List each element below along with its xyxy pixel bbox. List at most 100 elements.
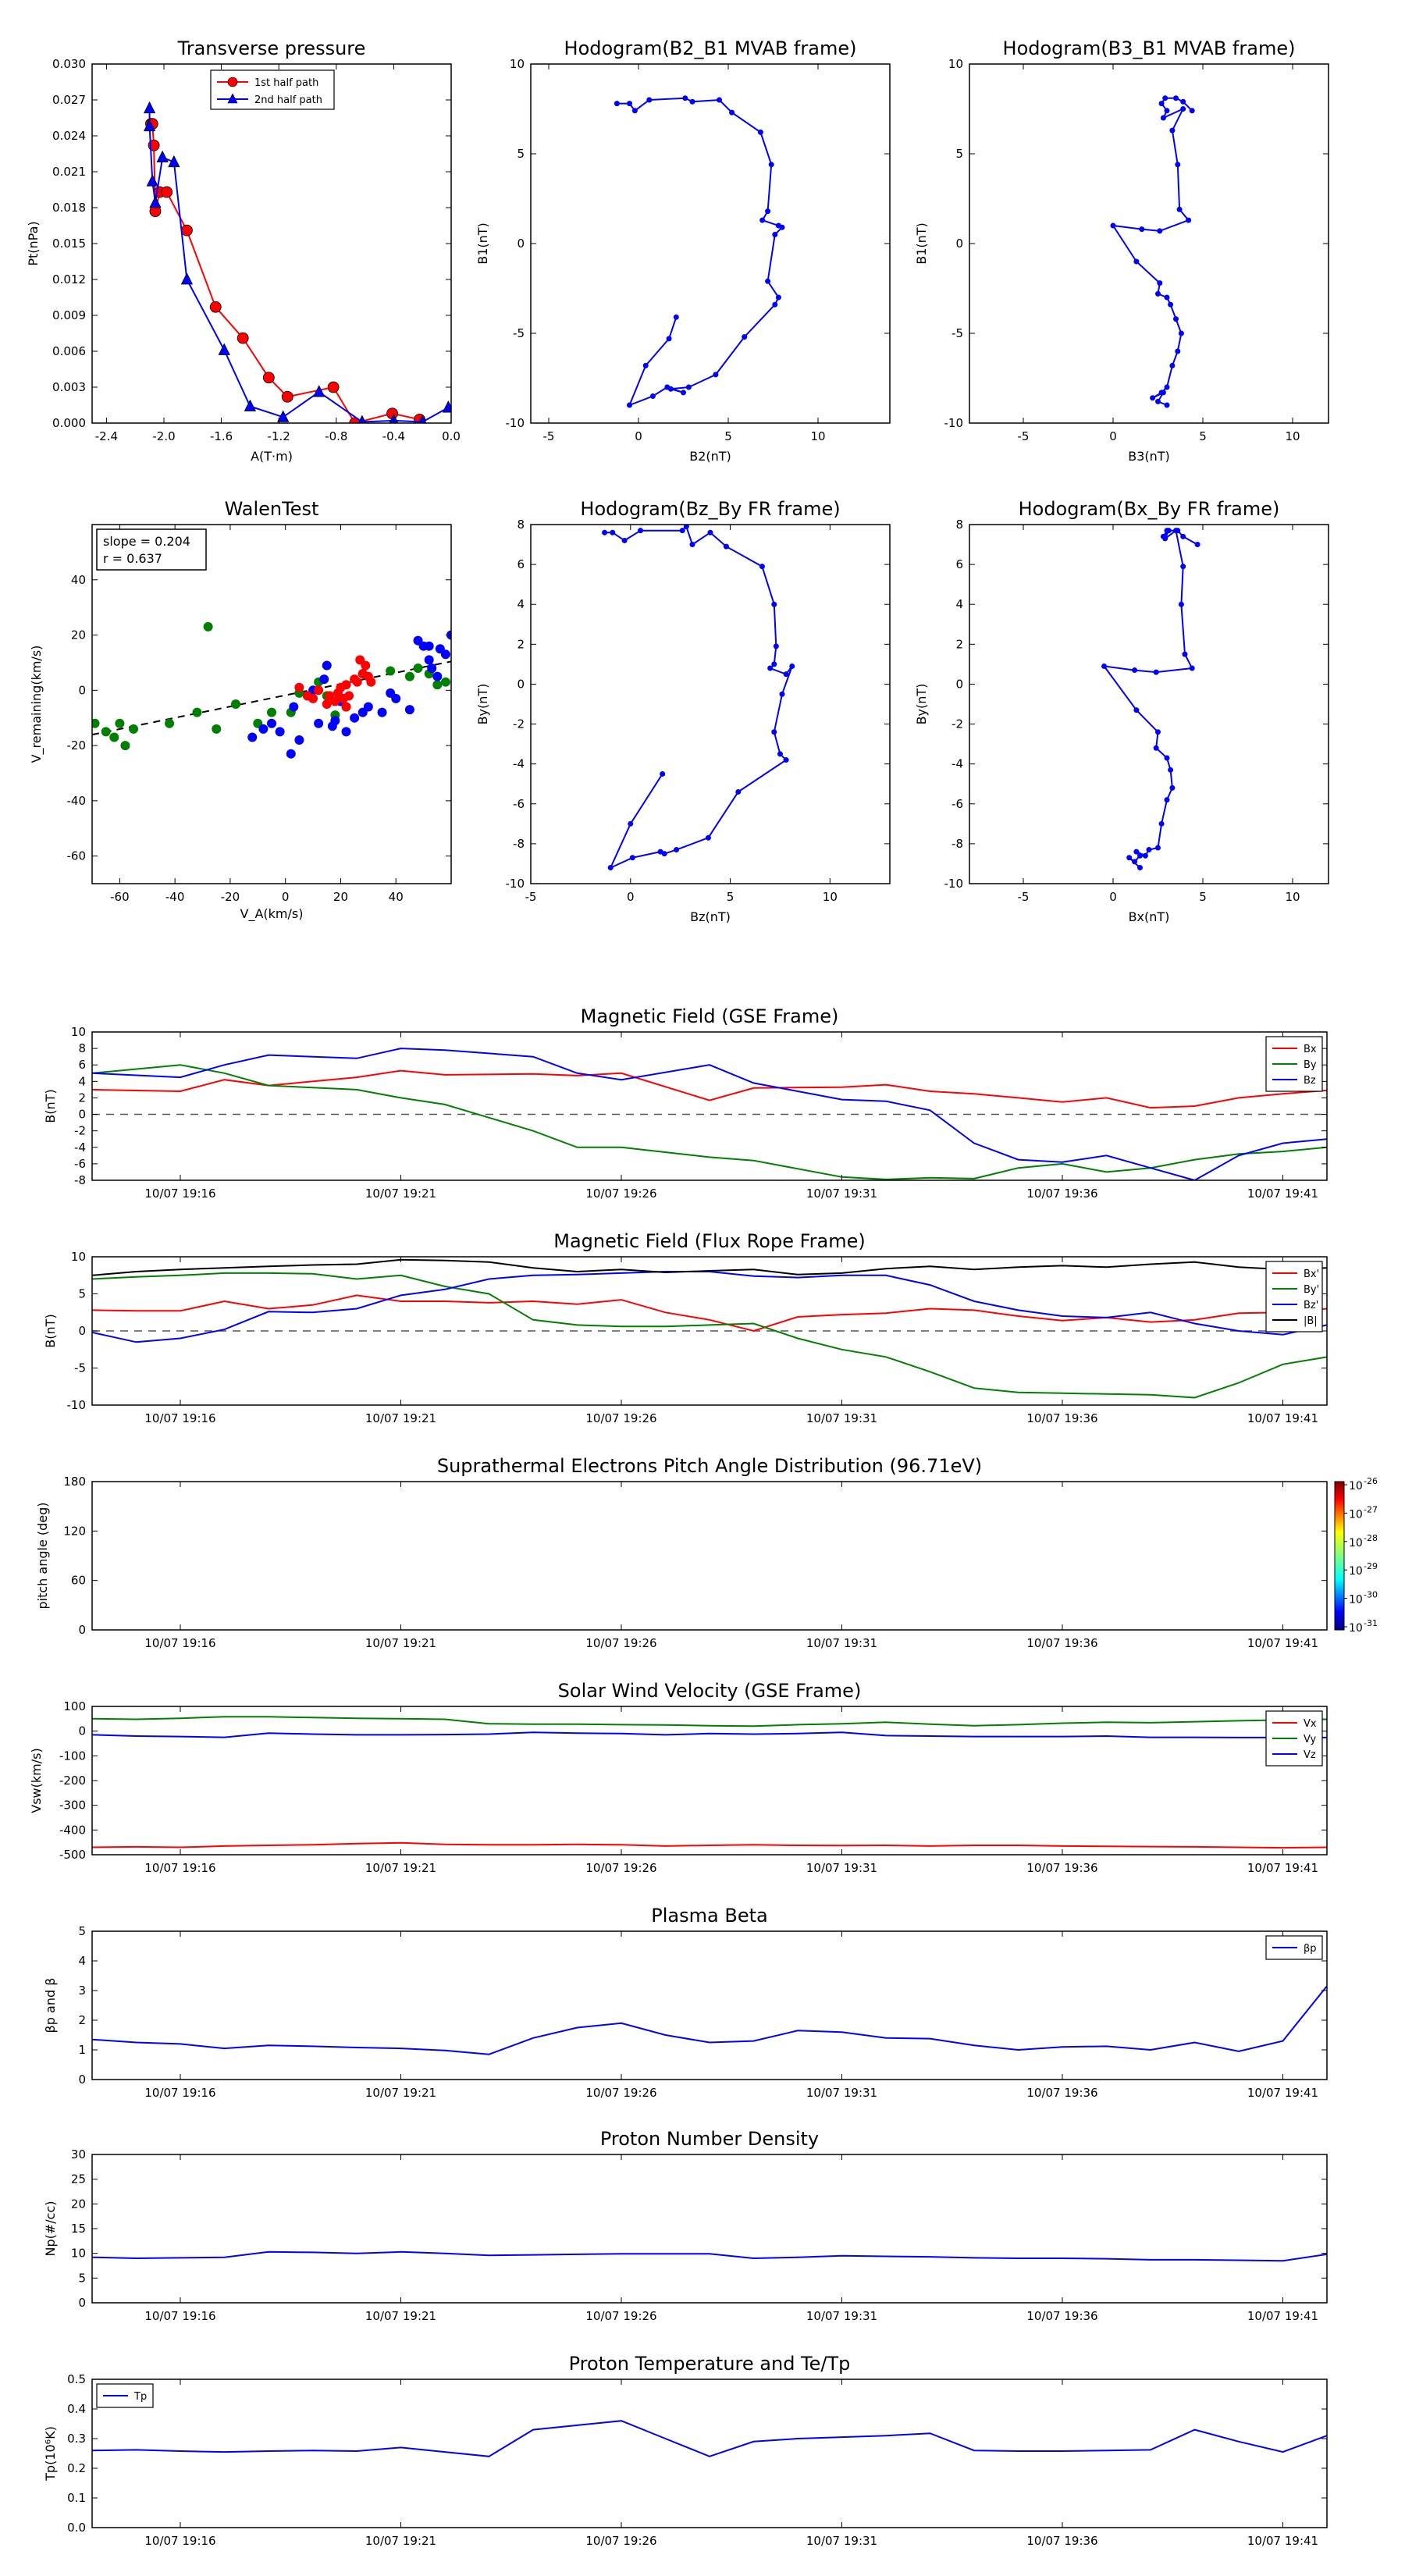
plot-area	[92, 621, 451, 759]
series-line-Vz	[92, 1731, 1327, 1738]
data-point	[682, 95, 688, 101]
data-point	[1132, 667, 1138, 674]
data-point	[181, 224, 193, 237]
plot-area	[92, 1716, 1327, 1849]
time-tick-label: 10/07 19:41	[1247, 1187, 1318, 1201]
data-point	[424, 641, 434, 651]
x-axis-label: Bz(nT)	[690, 909, 731, 924]
data-point	[427, 664, 437, 673]
legend-label: Vx	[1304, 1718, 1317, 1730]
series-line-p	[92, 1985, 1327, 2055]
chart-hodo4: -5 0 5 10 -10 -8 -6 -4 -2 0 2 4 6 8 Hodogram(Bx_By FR …	[914, 498, 1329, 924]
correlation-annotation: r = 0.637	[103, 551, 162, 566]
time-tick-label: 10/07 19:16	[144, 2309, 215, 2323]
x-tick-label: -60	[110, 890, 130, 904]
data-point	[683, 525, 689, 530]
y-tick-label: -60	[67, 849, 87, 863]
data-point	[432, 680, 443, 690]
legend-label: 2nd half path	[254, 94, 322, 106]
data-point	[1175, 348, 1181, 354]
data-point	[1164, 294, 1170, 301]
chart-mag_fr: 10/07 19:16 10/07 19:21 10/07 19:26 10/07 1…	[43, 1230, 1328, 1425]
colorbar-tick-label: 10	[1349, 1622, 1363, 1635]
y-tick-label: -2	[513, 717, 525, 731]
data-point	[165, 718, 175, 728]
data-point	[1186, 217, 1192, 223]
plot-background	[92, 2379, 1327, 2528]
data-point	[330, 716, 340, 726]
data-point	[258, 724, 269, 734]
plot-area	[92, 1048, 1327, 1180]
y-tick-label: -200	[59, 1774, 86, 1788]
x-tick-label: 0	[627, 890, 635, 904]
y-tick-label: 15	[71, 2222, 86, 2236]
data-point	[783, 757, 789, 763]
y-tick-label: 4	[517, 597, 525, 611]
data-point	[1155, 290, 1161, 297]
colorbar-tick-label: 10	[1349, 1565, 1363, 1578]
y-tick-label: -2	[74, 1124, 86, 1138]
y-tick-label: -4	[951, 757, 963, 771]
x-tick-label: -5	[525, 890, 537, 904]
y-tick-label: 0	[78, 1108, 86, 1122]
x-axis-label: V_A(km/s)	[240, 906, 304, 922]
y-tick-label: -6	[74, 1157, 86, 1171]
data-point	[1160, 115, 1166, 121]
data-point	[404, 705, 414, 715]
data-point	[1168, 767, 1174, 773]
y-tick-label: 0.003	[52, 380, 86, 394]
data-point	[771, 729, 777, 735]
y-tick-label: 60	[71, 1574, 86, 1588]
plot-background	[531, 525, 890, 884]
data-point	[660, 770, 666, 777]
data-point	[627, 101, 632, 107]
colorbar-tick-label: 10	[1349, 1594, 1363, 1606]
data-point	[149, 195, 162, 208]
data-point	[1178, 601, 1184, 607]
data-point	[1153, 669, 1159, 675]
data-point	[366, 677, 376, 687]
data-point	[629, 855, 635, 861]
data-point	[1176, 206, 1183, 212]
x-axis-label: B2(nT)	[689, 449, 731, 464]
data-point	[1164, 384, 1170, 390]
series-line-Vx	[92, 1841, 1327, 1849]
data-point	[352, 677, 362, 687]
y-tick-label: -300	[59, 1799, 86, 1813]
data-point	[289, 702, 299, 712]
data-point	[313, 385, 325, 397]
data-point	[642, 362, 649, 368]
y-axis-label: B(nT)	[43, 1314, 58, 1347]
data-point	[735, 788, 742, 795]
y-tick-label: -10	[506, 877, 525, 891]
data-point	[1137, 852, 1143, 859]
y-tick-label: 0.009	[52, 308, 86, 322]
y-tick-label: 0.027	[52, 93, 86, 107]
data-point	[361, 660, 371, 671]
time-tick-label: 10/07 19:36	[1026, 2086, 1097, 2100]
legend-label: By'	[1304, 1284, 1319, 1296]
chart-vsw: 10/07 19:16 10/07 19:21 10/07 19:26 10/07 1…	[29, 1680, 1328, 1875]
x-tick-label: -5	[1018, 890, 1030, 904]
plot-frame	[91, 1930, 1328, 2080]
data-point	[1133, 258, 1140, 265]
legend-label: 1st half path	[254, 77, 318, 89]
data-point	[1165, 528, 1172, 534]
data-point	[607, 865, 614, 871]
legend-label: Bx'	[1304, 1268, 1319, 1280]
data-point	[1162, 535, 1168, 542]
time-tick-label: 10/07 19:36	[1026, 1187, 1097, 1201]
x-tick-label: 5	[727, 890, 735, 904]
chart-title: Hodogram(B3_B1 MVAB frame)	[1003, 37, 1296, 59]
time-tick-label: 10/07 19:21	[365, 1187, 436, 1201]
data-point	[789, 663, 795, 669]
data-point	[1132, 859, 1138, 865]
data-point	[322, 660, 332, 671]
data-point	[168, 155, 180, 168]
data-point	[218, 343, 230, 355]
x-tick-label: 10	[810, 429, 825, 443]
data-point	[1169, 785, 1176, 791]
plot-area	[92, 1258, 1327, 1399]
chart-beta: 10/07 19:16 10/07 19:21 10/07 19:26 10/07 1…	[43, 1905, 1328, 2100]
x-axis-label: Bx(nT)	[1129, 909, 1170, 924]
